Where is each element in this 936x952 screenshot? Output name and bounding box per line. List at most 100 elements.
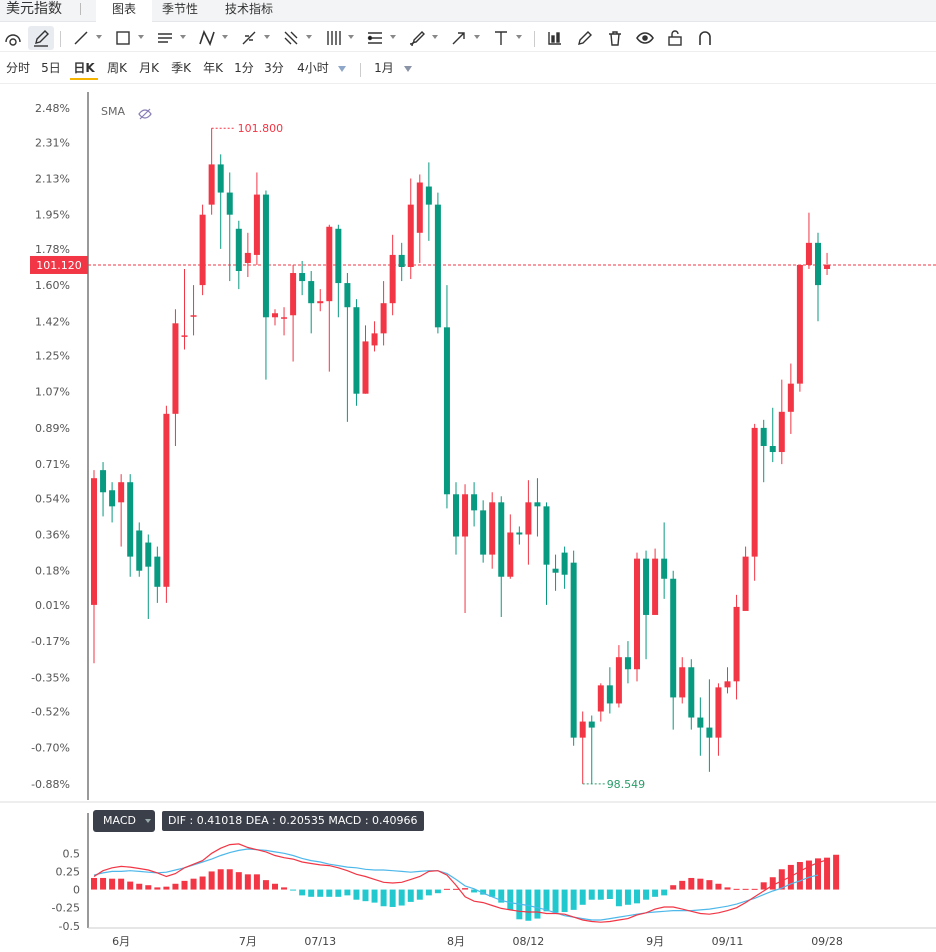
top-bar: 美元指数 图表 季节性 技术指标 [0, 0, 936, 22]
price-tick-label: 0.01% [35, 599, 70, 612]
arrow-caret-icon[interactable] [474, 35, 480, 39]
macd-histogram-bar [362, 889, 369, 902]
macd-histogram-bar [353, 889, 360, 900]
rectangle-caret-icon[interactable] [138, 35, 144, 39]
candle-body [190, 315, 197, 317]
pattern-caret-icon[interactable] [222, 35, 228, 39]
period-more-icon[interactable] [338, 66, 346, 72]
macd-tick-label: 0.25 [56, 865, 81, 878]
line-icon[interactable] [68, 26, 94, 50]
pattern-icon[interactable] [194, 26, 220, 50]
macd-histogram-bar [389, 889, 396, 907]
magnet-icon[interactable] [0, 26, 26, 50]
candle-body [760, 427, 767, 446]
price-tick-label: -0.52% [31, 706, 70, 719]
macd-histogram-bar [100, 877, 107, 890]
parallel-lines-icon[interactable] [152, 26, 178, 50]
tab-seasonality[interactable]: 季节性 [161, 2, 198, 16]
macd-label: MACD [103, 814, 136, 827]
candle-body [416, 182, 423, 233]
macd-histogram-bar [471, 889, 478, 893]
arrow-icon[interactable] [446, 26, 472, 50]
date-tick-label: 09/11 [712, 935, 744, 948]
period-4hour[interactable]: 4小时 [297, 61, 329, 75]
period-weekly[interactable]: 周K [107, 61, 127, 75]
candle-body [570, 562, 577, 738]
macd-histogram-bar [769, 877, 776, 890]
parallel-caret-icon[interactable] [180, 35, 186, 39]
pitchfork-icon[interactable] [278, 26, 304, 50]
tool-divider [60, 31, 61, 47]
brush-icon[interactable] [404, 26, 430, 50]
pen-icon[interactable] [28, 26, 54, 50]
candle-body [208, 164, 215, 205]
range-select[interactable]: 1月 [374, 61, 394, 75]
tab-chart[interactable]: 图表 [96, 0, 152, 22]
line-caret-icon[interactable] [96, 35, 102, 39]
channel-caret-icon[interactable] [390, 35, 396, 39]
macd-histogram-bar [172, 883, 179, 890]
text-icon[interactable] [488, 26, 514, 50]
period-3min[interactable]: 3分 [264, 61, 284, 75]
period-quarterly[interactable]: 季K [171, 61, 191, 75]
tab-technical[interactable]: 技术指标 [224, 2, 273, 16]
price-tick-label: 0.18% [35, 565, 70, 578]
indicator-icon[interactable] [542, 26, 568, 50]
candle-body [742, 556, 749, 611]
macd-histogram-bar [299, 889, 306, 896]
candle-body [235, 228, 242, 272]
candle-body [136, 530, 143, 571]
macd-histogram-bar [217, 869, 224, 890]
macd-indicator-button[interactable]: MACD [93, 810, 155, 832]
period-intraday[interactable]: 分时 [5, 61, 30, 75]
macd-histogram-bar [326, 889, 333, 897]
eye-icon[interactable] [632, 26, 658, 50]
trash-icon[interactable] [602, 26, 628, 50]
period-yearly[interactable]: 年K [203, 61, 223, 75]
period-1min[interactable]: 1分 [234, 61, 254, 75]
rectangle-icon[interactable] [110, 26, 136, 50]
macd-histogram-bar [833, 854, 840, 890]
candle-body [326, 226, 333, 302]
drawing-toolbar [0, 24, 936, 52]
period-5day[interactable]: 5日 [41, 61, 61, 75]
unlock-icon[interactable] [662, 26, 688, 50]
fib-icon[interactable] [236, 26, 262, 50]
macd-histogram-bar [597, 889, 604, 900]
macd-histogram-bar [688, 877, 695, 890]
brush-caret-icon[interactable] [432, 35, 438, 39]
macd-histogram-bar [796, 862, 803, 890]
pencil-edit-icon[interactable] [572, 26, 598, 50]
fib-caret-icon[interactable] [264, 35, 270, 39]
sma-visibility-icon[interactable] [138, 105, 152, 124]
candle-body [624, 657, 631, 670]
price-tick-label: 2.48% [35, 102, 70, 115]
candle-body [172, 323, 179, 414]
candle-body [733, 606, 740, 682]
date-tick-label: 9月 [646, 935, 664, 948]
macd-histogram-bar [615, 889, 622, 907]
magnet-u-icon[interactable] [692, 26, 718, 50]
date-tick-label: 8月 [447, 935, 465, 948]
macd-histogram-bar [136, 883, 143, 890]
date-tick-label: 07/13 [304, 935, 336, 948]
period-monthly[interactable]: 月K [139, 61, 159, 75]
text-caret-icon[interactable] [516, 35, 522, 39]
candle-body [434, 204, 441, 328]
gann-caret-icon[interactable] [348, 35, 354, 39]
macd-histogram-bar [507, 889, 514, 910]
max-price-label: 101.800 [238, 122, 284, 135]
range-dropdown-icon[interactable] [404, 66, 412, 72]
macd-histogram-bar [434, 889, 441, 894]
macd-histogram-bar [534, 889, 541, 919]
channel-icon[interactable] [362, 26, 388, 50]
candle-body [380, 303, 387, 334]
gann-icon[interactable] [320, 26, 346, 50]
pitchfork-caret-icon[interactable] [306, 35, 312, 39]
period-daily[interactable]: 日K [70, 60, 98, 80]
sma-label[interactable]: SMA [101, 105, 125, 118]
candle-body [561, 552, 568, 575]
price-tick-label: 0.36% [35, 529, 70, 542]
macd-histogram-bar [272, 883, 278, 890]
